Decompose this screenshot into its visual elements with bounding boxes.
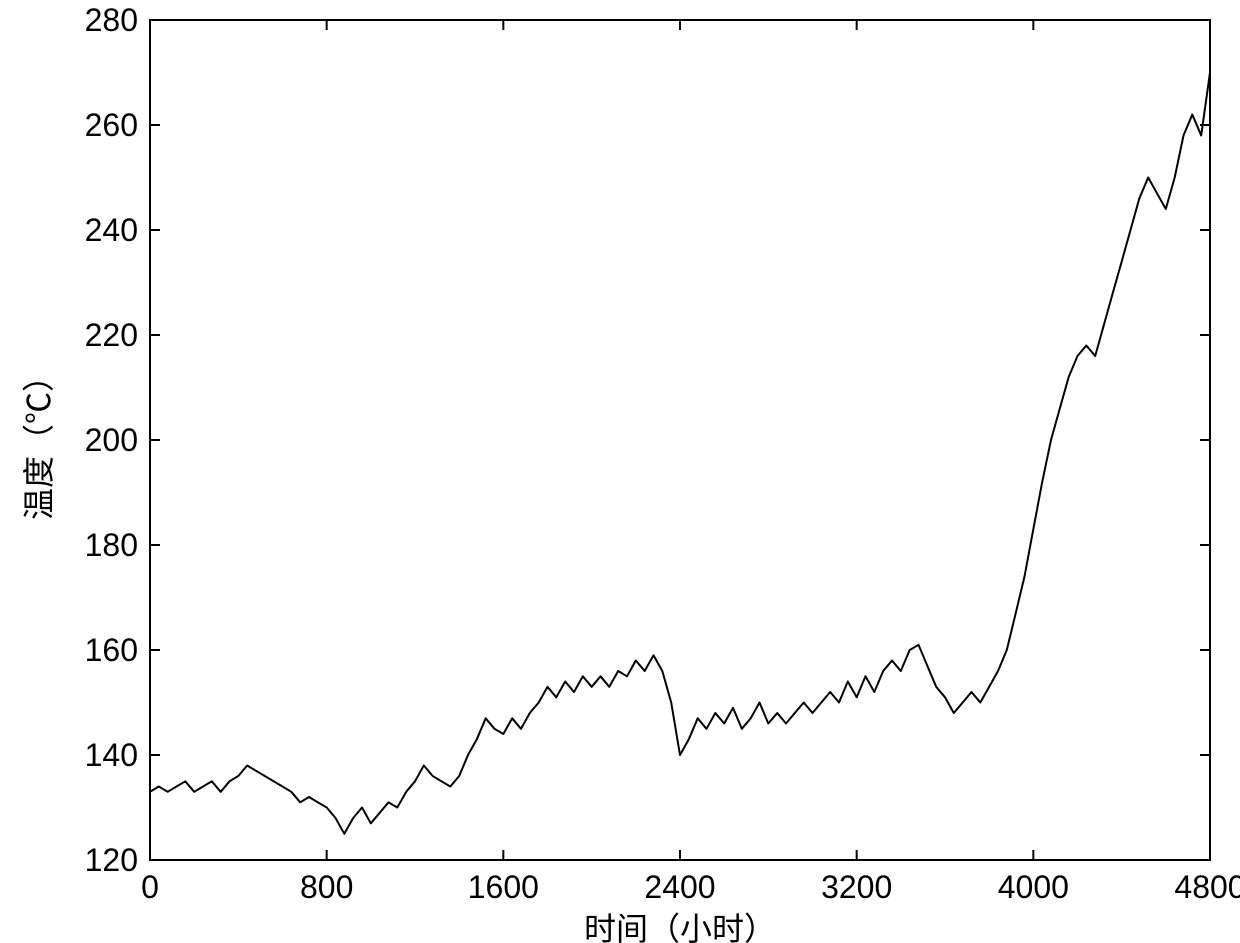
y-tick-label: 120 [85, 842, 138, 878]
y-tick-label: 200 [85, 422, 138, 458]
y-tick-label: 240 [85, 212, 138, 248]
x-tick-label: 4800 [1174, 869, 1240, 905]
x-tick-label: 2400 [644, 869, 715, 905]
y-tick-label: 260 [85, 107, 138, 143]
x-tick-label: 1600 [468, 869, 539, 905]
x-tick-label: 4000 [998, 869, 1069, 905]
x-tick-label: 800 [300, 869, 353, 905]
y-axis-label: 温度（℃） [21, 360, 57, 520]
temperature-line-chart: 0 800 1600 2400 3200 4000 4800 120 140 160 180 200 2… [0, 0, 1240, 943]
y-tick-label: 140 [85, 737, 138, 773]
y-tick-label: 160 [85, 632, 138, 668]
chart-container: 0 800 1600 2400 3200 4000 4800 120 140 160 180 200 2… [0, 0, 1240, 943]
y-tick-label: 280 [85, 2, 138, 38]
y-tick-label: 180 [85, 527, 138, 563]
y-tick-label: 220 [85, 317, 138, 353]
x-tick-label: 3200 [821, 869, 892, 905]
x-tick-label: 0 [141, 869, 159, 905]
series-temperature [150, 73, 1210, 834]
x-axis-label: 时间（小时） [584, 911, 776, 943]
